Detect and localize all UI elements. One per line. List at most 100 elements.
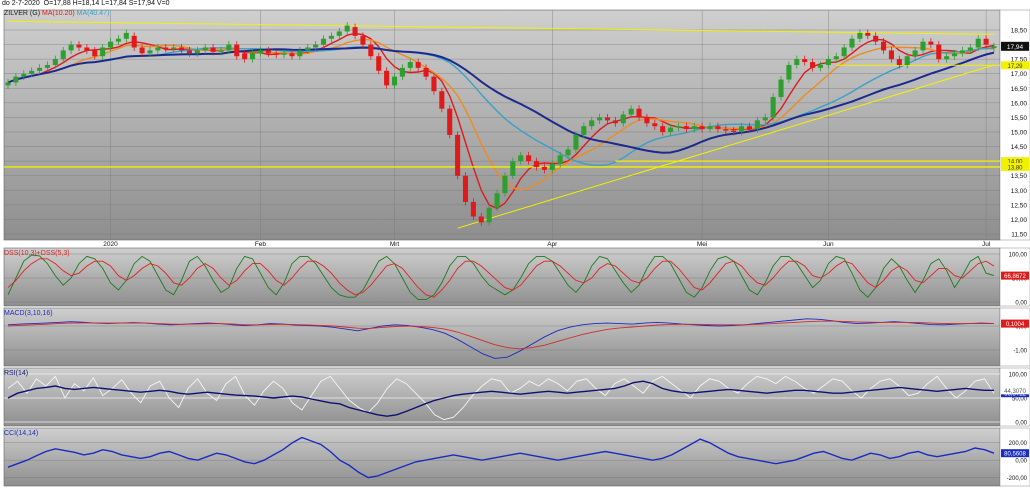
indicator-value-tag bbox=[1001, 449, 1029, 458]
legend-ma-short: MA(10.20) bbox=[42, 10, 75, 17]
candle-body bbox=[486, 207, 492, 223]
candle-body bbox=[770, 97, 776, 118]
candle-body bbox=[731, 130, 737, 132]
indicator-y-tick-label: -1,00 bbox=[1013, 349, 1027, 355]
candle-body bbox=[786, 64, 792, 80]
candle-body bbox=[746, 126, 753, 130]
price-y-tick-label: 15,00 bbox=[1011, 130, 1028, 137]
candle-body bbox=[123, 32, 129, 39]
price-y-tick-label: 12,00 bbox=[1011, 217, 1028, 224]
candle-body bbox=[115, 38, 121, 42]
pane-background-4 bbox=[3, 427, 1001, 487]
price-tag-label: 13,80 bbox=[1007, 165, 1023, 171]
header-ohlc: O=17,88 H=18,14 L=17,84 S=17,94 V=0 bbox=[43, 0, 170, 7]
candle-body bbox=[573, 134, 579, 150]
candle-body bbox=[281, 53, 287, 55]
candle-body bbox=[368, 44, 374, 57]
indicator-y-tick-label: 0,00 bbox=[1015, 459, 1027, 465]
candle-body bbox=[76, 44, 82, 48]
candle-body bbox=[991, 46, 997, 49]
candle-body bbox=[510, 161, 516, 176]
candle-body bbox=[384, 70, 390, 86]
candle-body bbox=[68, 44, 74, 51]
candle-body bbox=[478, 216, 484, 223]
indicator-y-tick-label: 50,00 bbox=[1012, 397, 1028, 403]
candle-body bbox=[589, 120, 595, 127]
candle-body bbox=[455, 134, 461, 176]
candle-body bbox=[5, 82, 11, 86]
ohlc-header: do 2-7-2020 O=17,88 H=18,14 L=17,84 S=17… bbox=[2, 0, 170, 10]
candle-body bbox=[952, 53, 958, 57]
candle-body bbox=[21, 73, 27, 77]
candle-body bbox=[597, 117, 603, 121]
candle-body bbox=[344, 25, 350, 32]
moving-average-ma100 bbox=[7, 46, 995, 154]
candle-body bbox=[100, 47, 106, 57]
resistance-trendline bbox=[7, 20, 995, 35]
pane-background-3 bbox=[3, 367, 1001, 427]
price-tag-label: 17,29 bbox=[1007, 64, 1023, 70]
moving-average-ma20 bbox=[7, 38, 995, 191]
candle-body bbox=[723, 129, 729, 131]
candle-body bbox=[352, 27, 358, 36]
support-trendline bbox=[457, 64, 995, 229]
value-axis-2 bbox=[999, 307, 1030, 367]
x-tick-label: Mei bbox=[697, 241, 707, 248]
candle-body bbox=[242, 53, 248, 60]
candle-body bbox=[541, 166, 547, 170]
candle-body bbox=[912, 50, 918, 57]
last-price-label: 17,94 bbox=[1007, 44, 1024, 51]
candle-body bbox=[518, 155, 524, 162]
candle-body bbox=[131, 35, 137, 48]
candle-body bbox=[881, 41, 887, 51]
moving-average-ma50 bbox=[7, 46, 995, 167]
indicator-value-tag bbox=[1001, 386, 1029, 395]
candle-body bbox=[707, 126, 713, 130]
price-y-tick-label: 17,50 bbox=[1011, 57, 1028, 64]
indicator-value-label: 0,1004 bbox=[1006, 322, 1025, 328]
candle-body bbox=[218, 50, 224, 52]
pane-background-2 bbox=[3, 307, 1001, 367]
indicator-series-rsi_fast bbox=[7, 375, 995, 421]
candle-body bbox=[841, 47, 847, 57]
candle-body bbox=[652, 123, 658, 127]
candle-body bbox=[581, 126, 587, 135]
candle-body bbox=[289, 53, 295, 57]
candle-body bbox=[533, 161, 540, 167]
candle-body bbox=[265, 50, 271, 54]
price-y-tick-label: 13,00 bbox=[1011, 188, 1028, 195]
candle-body bbox=[502, 175, 508, 194]
x-tick-label: 2020 bbox=[103, 241, 118, 248]
indicator-y-tick-label: 200,00 bbox=[1009, 441, 1028, 447]
candle-body bbox=[810, 62, 816, 68]
candle-body bbox=[896, 59, 902, 65]
header-date: do 2-7-2020 bbox=[2, 0, 40, 7]
candle-body bbox=[620, 114, 626, 124]
candle-body bbox=[13, 76, 19, 83]
candle-body bbox=[739, 126, 745, 132]
cci-pane-title: CCI(14,14) bbox=[4, 430, 39, 437]
candle-body bbox=[928, 41, 934, 45]
candle-body bbox=[628, 108, 634, 115]
candle-body bbox=[691, 126, 697, 130]
indicator-series-cci bbox=[7, 436, 995, 479]
candle-body bbox=[865, 32, 871, 36]
price-y-tick-label: 14,50 bbox=[1011, 144, 1028, 151]
indicator-series-rsi_slow bbox=[7, 380, 994, 417]
price-pane-title: ZILVER (G) MA(10.20) MA(40.47) bbox=[4, 10, 110, 17]
candle-body bbox=[37, 67, 43, 71]
candle-body bbox=[257, 50, 263, 54]
candle-body bbox=[802, 59, 808, 63]
candle-body bbox=[328, 35, 334, 39]
candle-body bbox=[888, 50, 894, 60]
price-y-tick-label: 16,00 bbox=[1011, 100, 1028, 107]
legend-ma-long: MA(40.47) bbox=[76, 10, 110, 17]
candle-body bbox=[423, 67, 429, 77]
candle-body bbox=[139, 47, 145, 54]
indicator-y-tick-label: 100,00 bbox=[1009, 253, 1028, 259]
candle-body bbox=[439, 91, 445, 109]
candle-body bbox=[360, 35, 366, 45]
candle-body bbox=[904, 56, 910, 65]
price-y-tick-label: 15,50 bbox=[1011, 115, 1028, 122]
